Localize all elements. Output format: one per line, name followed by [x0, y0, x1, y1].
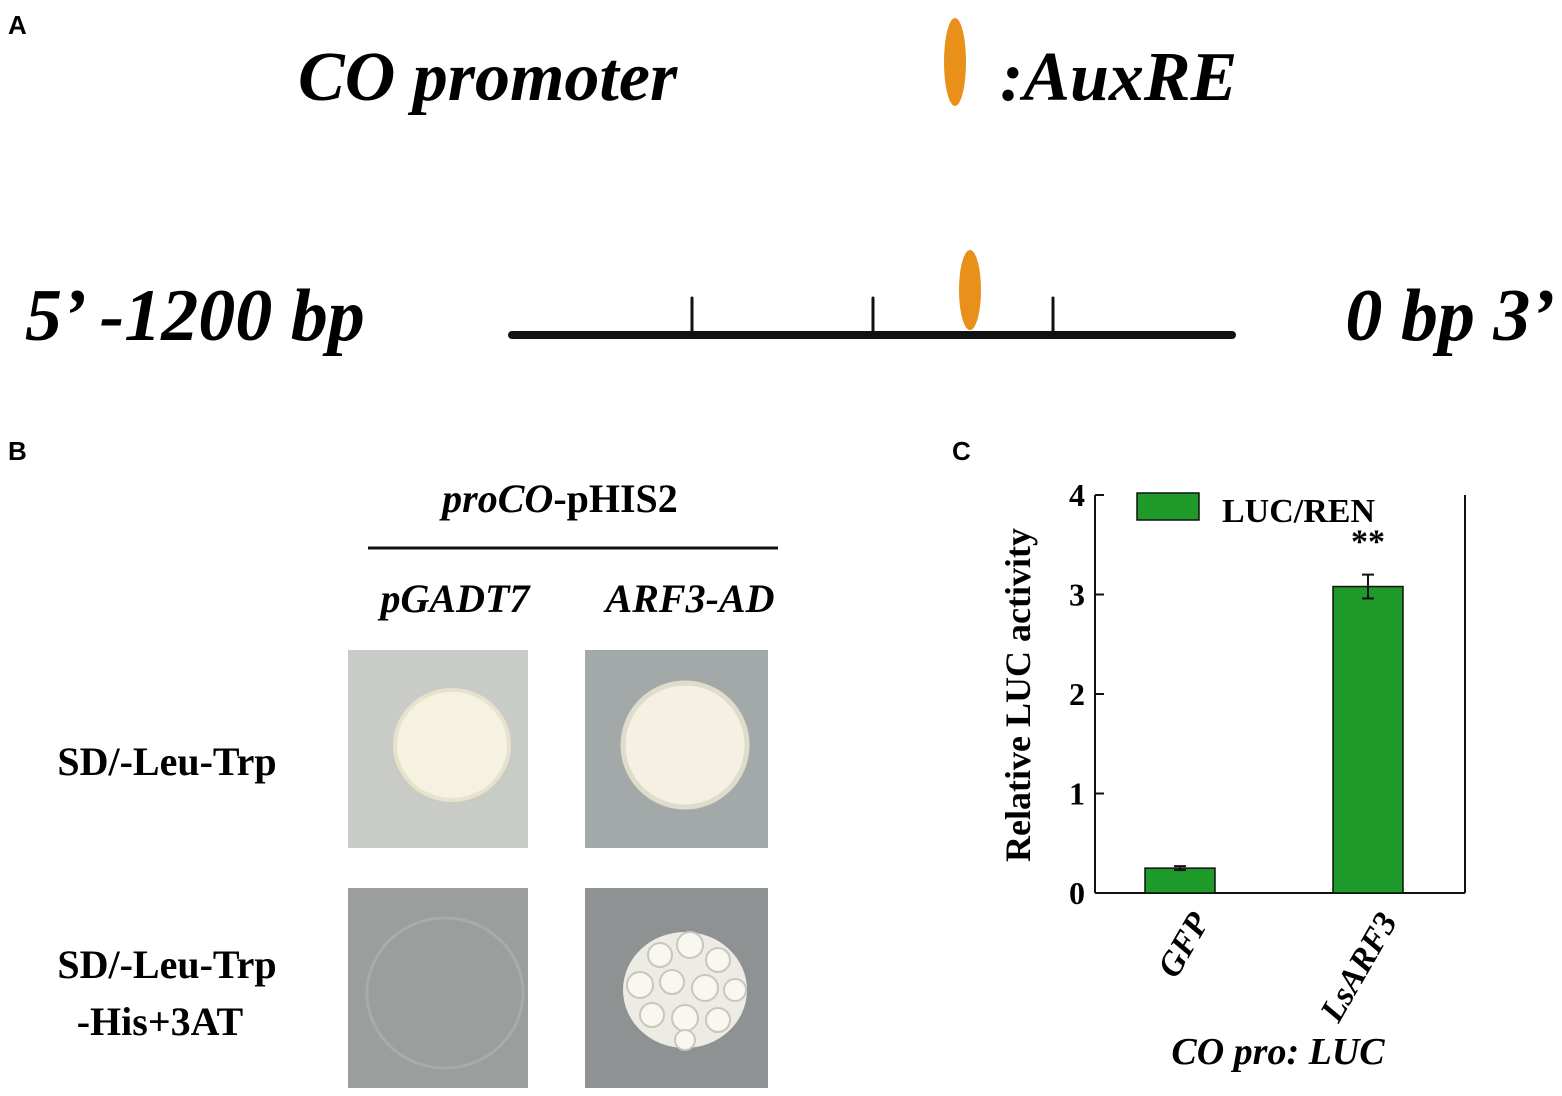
column-label: pGADT7	[378, 576, 532, 621]
y-tick-label: 2	[1069, 676, 1085, 712]
panel-label: C	[952, 436, 971, 466]
panel-label: B	[8, 436, 27, 466]
left-label: 5’ -1200 bp	[25, 275, 365, 357]
bar	[1144, 867, 1216, 894]
y-tick-label: 3	[1069, 577, 1085, 613]
y-tick-label: 0	[1069, 875, 1085, 911]
promoter-line	[508, 296, 1236, 339]
x-tick-label: LsARF3	[1313, 907, 1405, 1029]
legend-swatch	[1136, 492, 1200, 521]
y-axis-label: Relative LUC activity	[998, 528, 1038, 862]
column-label: ARF3-AD	[603, 576, 775, 621]
legend-label: LUC/REN	[1222, 493, 1375, 530]
x-axis-label: CO pro: LUC	[1171, 1031, 1385, 1073]
error-bar	[1362, 573, 1374, 600]
auxre-symbol	[944, 18, 966, 106]
auxre-site	[959, 250, 981, 330]
construct-rest: -pHIS2	[553, 476, 678, 521]
bar-chart: C 0 1 2 3 4 Relative LUC activity CO pro: LUC GF…	[952, 436, 1466, 1073]
y-tick-label: 1	[1069, 776, 1085, 812]
construct-label: proCO-pHIS2	[439, 476, 678, 521]
row-label: -His+3AT	[77, 999, 244, 1044]
row-label: SD/-Leu-Trp	[57, 942, 276, 987]
plates	[348, 650, 768, 1088]
right-label: 0 bp 3’	[1345, 275, 1555, 357]
construct-italic: proCO	[439, 476, 553, 521]
x-tick-label: GFP	[1151, 906, 1217, 984]
significance-label: **	[1351, 524, 1385, 561]
row-label: SD/-Leu-Trp	[57, 739, 276, 784]
panel-title: CO promoter	[298, 39, 678, 116]
error-bar	[1174, 865, 1186, 872]
panel-label: A	[8, 10, 27, 40]
bar	[1332, 585, 1404, 894]
legend-label: :AuxRE	[1000, 39, 1237, 116]
y-tick-label: 4	[1069, 477, 1085, 513]
